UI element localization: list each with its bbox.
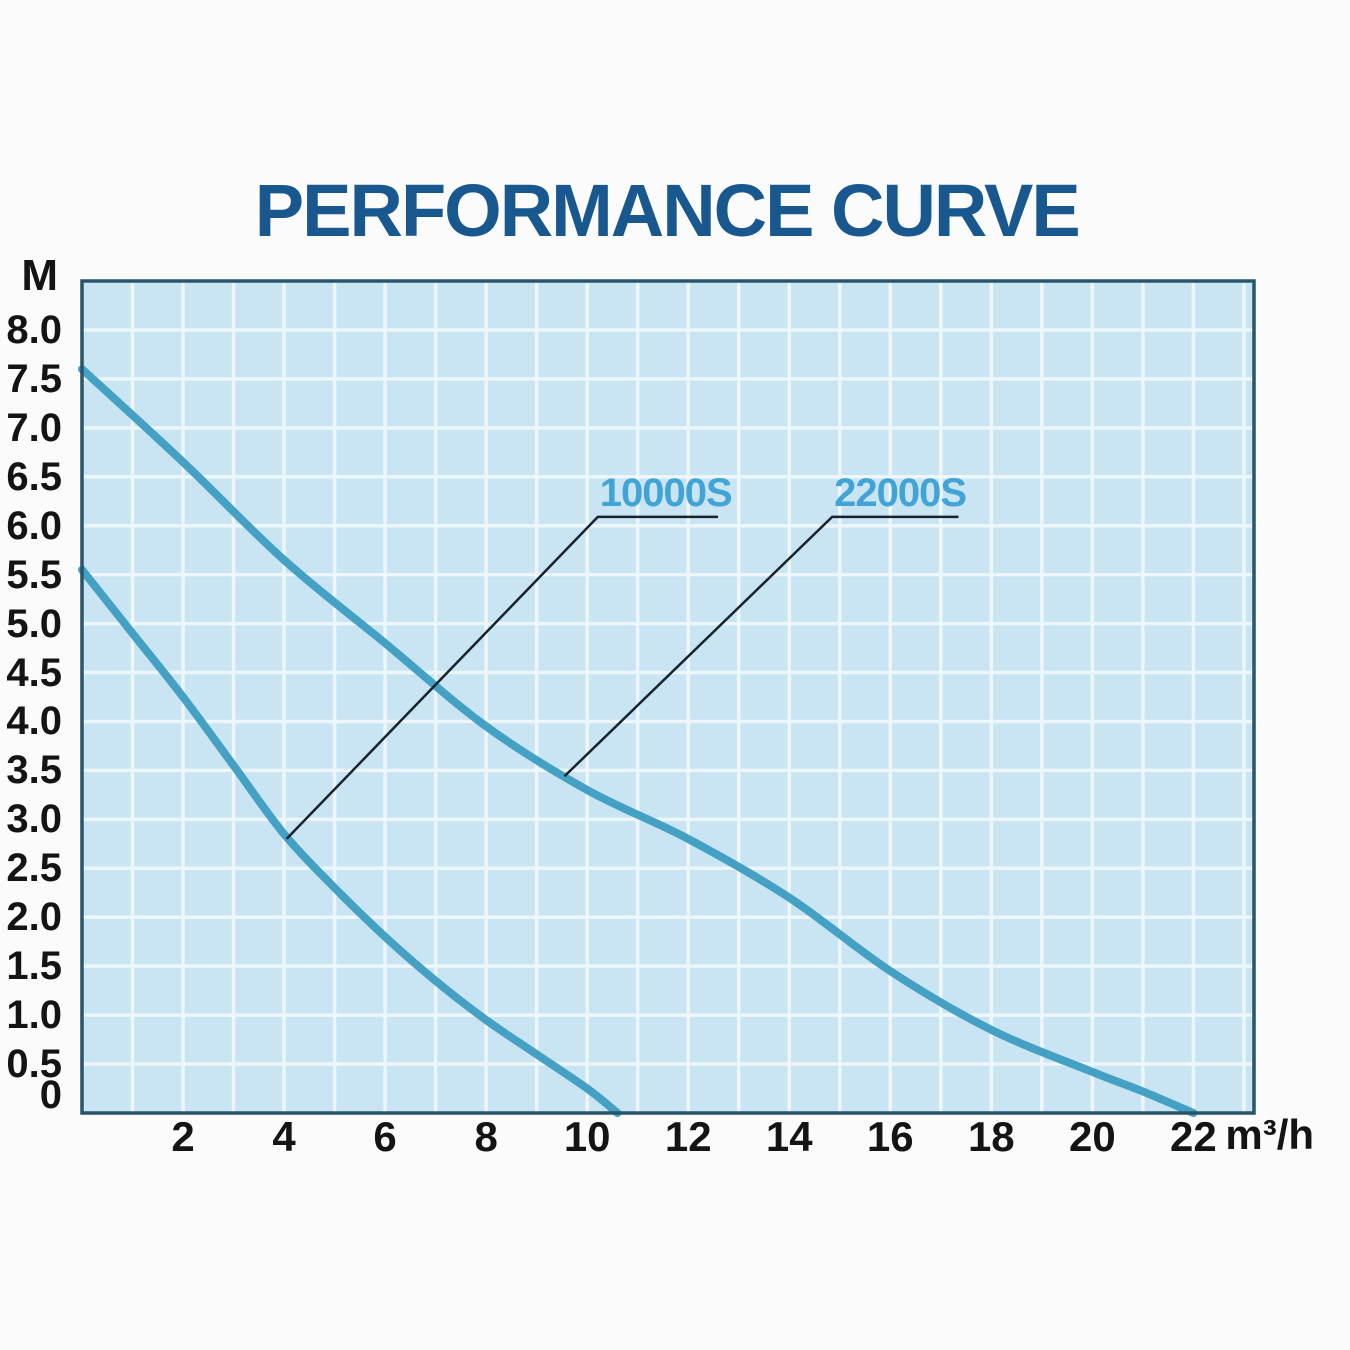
y-tick-label: 8.0 xyxy=(6,307,62,352)
series-label-10000s: 10000S xyxy=(599,470,733,515)
series-label-22000s: 22000S xyxy=(834,470,967,515)
y-tick-label: 4.5 xyxy=(6,650,62,695)
y-tick-label: 2.5 xyxy=(6,846,62,891)
x-tick-label: 18 xyxy=(967,1113,1015,1160)
chart-title: PERFORMANCE CURVE xyxy=(254,169,1081,252)
y-tick-label: 5.5 xyxy=(6,552,62,597)
curve-22000s xyxy=(78,365,1198,1117)
x-tick-label: 22 xyxy=(1170,1113,1217,1160)
x-axis-unit-label: m³/h xyxy=(1225,1111,1315,1158)
y-tick-label: 5.0 xyxy=(6,601,62,646)
y-tick-label: 6.0 xyxy=(6,503,62,548)
x-tick-label: 6 xyxy=(373,1113,397,1160)
callout-line-22000s xyxy=(563,515,959,778)
y-tick-label: 3.5 xyxy=(6,748,62,793)
y-tick-label: 0.5 xyxy=(6,1042,62,1087)
y-tick-label: 6.5 xyxy=(6,454,62,499)
y-tick-label: 2.0 xyxy=(6,895,62,940)
gridlines xyxy=(82,279,1254,1113)
y-tick-label: 7.5 xyxy=(6,356,62,401)
y-tick-label: 0 xyxy=(39,1073,62,1117)
x-tick-label: 4 xyxy=(272,1113,296,1160)
y-tick-label: 1.5 xyxy=(6,944,62,989)
x-tick-label: 12 xyxy=(664,1113,712,1160)
x-tick-label: 16 xyxy=(866,1113,914,1160)
x-tick-label: 10 xyxy=(563,1113,611,1160)
x-tick-label: 14 xyxy=(765,1113,813,1160)
y-tick-label: 4.0 xyxy=(6,699,62,744)
x-tick-label: 20 xyxy=(1068,1113,1116,1160)
y-tick-label: 1.0 xyxy=(6,993,62,1038)
callout-line-10000s xyxy=(285,515,719,840)
x-tick-label: 2 xyxy=(171,1113,195,1160)
y-tick-label: 7.0 xyxy=(6,405,62,450)
curve-10000s xyxy=(78,565,622,1117)
plot-border xyxy=(80,279,1256,1115)
x-tick-label: 8 xyxy=(474,1113,498,1160)
plot-area xyxy=(82,281,1254,1113)
y-axis-unit-label: M xyxy=(21,251,58,300)
y-tick-label: 3.0 xyxy=(6,797,62,842)
